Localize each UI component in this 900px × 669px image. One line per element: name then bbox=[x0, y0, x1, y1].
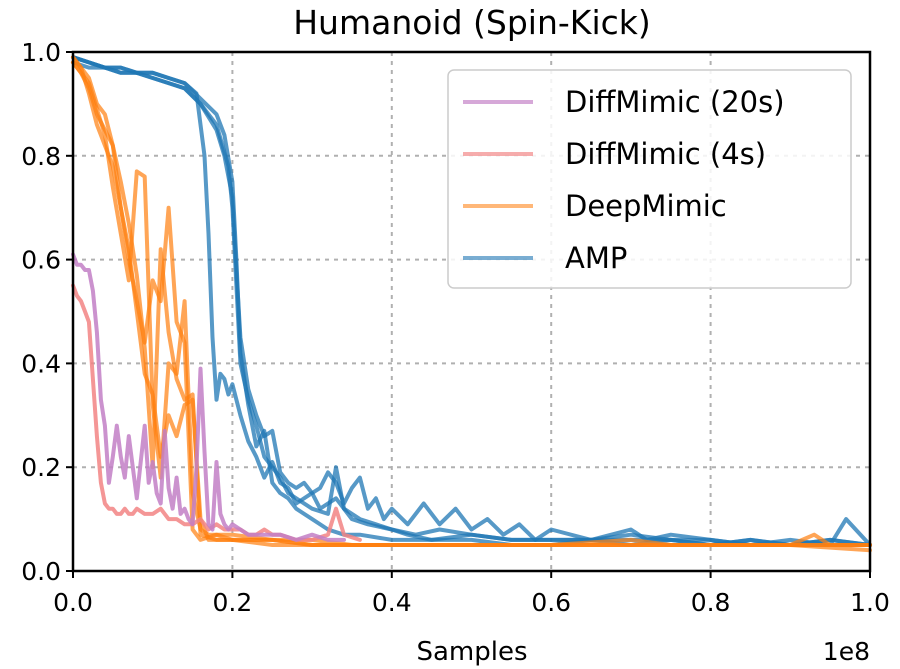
legend-label: DiffMimic (20s) bbox=[565, 85, 785, 119]
series-line-diffmimic-20s-run-1 bbox=[71, 252, 346, 542]
x-tick-label: 1.0 bbox=[850, 588, 890, 617]
y-tick-label: 0.6 bbox=[21, 246, 61, 275]
legend-label: DeepMimic bbox=[565, 189, 727, 223]
chart-title: Humanoid (Spin-Kick) bbox=[293, 3, 651, 42]
legend-box bbox=[447, 69, 852, 289]
y-tick-label: 0.4 bbox=[21, 349, 61, 378]
x-tick-label: 0.0 bbox=[53, 588, 93, 617]
x-offset-label: 1e8 bbox=[823, 637, 870, 666]
legend: DiffMimic (20s) DiffMimic (4s) DeepMimic AM… bbox=[447, 69, 852, 289]
x-tick-label: 0.2 bbox=[213, 588, 253, 617]
x-axis-label: Samples bbox=[416, 637, 527, 667]
x-tick-label: 0.8 bbox=[691, 588, 731, 617]
axis-ticks: 0.0 0.2 0.4 0.6 0.8 1.0 0.0 0.2 0.4 0.6 0.8 1.0 bbox=[21, 38, 890, 617]
series-lines bbox=[71, 55, 872, 553]
x-tick-label: 0.4 bbox=[372, 588, 412, 617]
y-tick-label: 0.2 bbox=[21, 453, 61, 482]
plot-frame bbox=[71, 50, 872, 573]
y-tick-label: 0.8 bbox=[21, 142, 61, 171]
series-line-deepmimic-run-4 bbox=[71, 55, 872, 547]
legend-label: AMP bbox=[565, 241, 627, 275]
legend-label: DiffMimic (4s) bbox=[565, 137, 766, 171]
y-tick-label: 0.0 bbox=[21, 557, 61, 586]
x-tick-label: 0.6 bbox=[531, 588, 571, 617]
y-tick-label: 1.0 bbox=[21, 38, 61, 67]
